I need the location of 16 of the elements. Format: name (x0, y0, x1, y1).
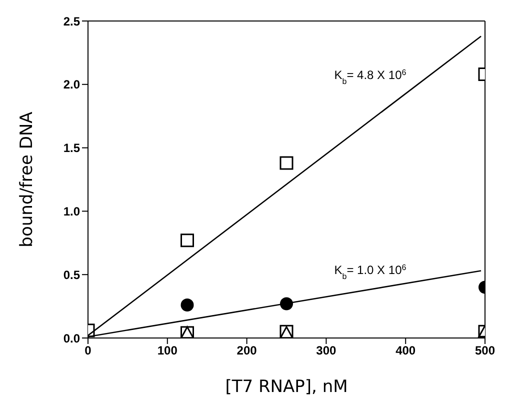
annotation: K$_{b}$= 1.0 X 10$^{6}$ (334, 262, 407, 281)
x-tick-label: 0 (84, 344, 92, 358)
x-axis-title: [T7 RNAP], nM (225, 377, 348, 397)
annotation: K$_{b}$= 4.8 X 10$^{6}$ (334, 68, 407, 86)
x-tick-label: 400 (396, 344, 416, 358)
y-tick-label: 1.0 (63, 204, 80, 218)
x-tick-label: 300 (316, 344, 337, 358)
x-tick-label: 200 (236, 344, 258, 358)
x-tick-label: 500 (474, 344, 496, 358)
y-tick-label: 2.0 (63, 78, 80, 92)
y-tick-label: 0.0 (63, 331, 80, 346)
y-tick-label: 1.5 (63, 141, 80, 156)
y-axis-title: bound/free DNA (17, 111, 38, 248)
y-tick-label: 2.5 (63, 14, 80, 28)
y-tick-label: 0.5 (63, 268, 80, 282)
x-tick-label: 100 (157, 344, 178, 358)
